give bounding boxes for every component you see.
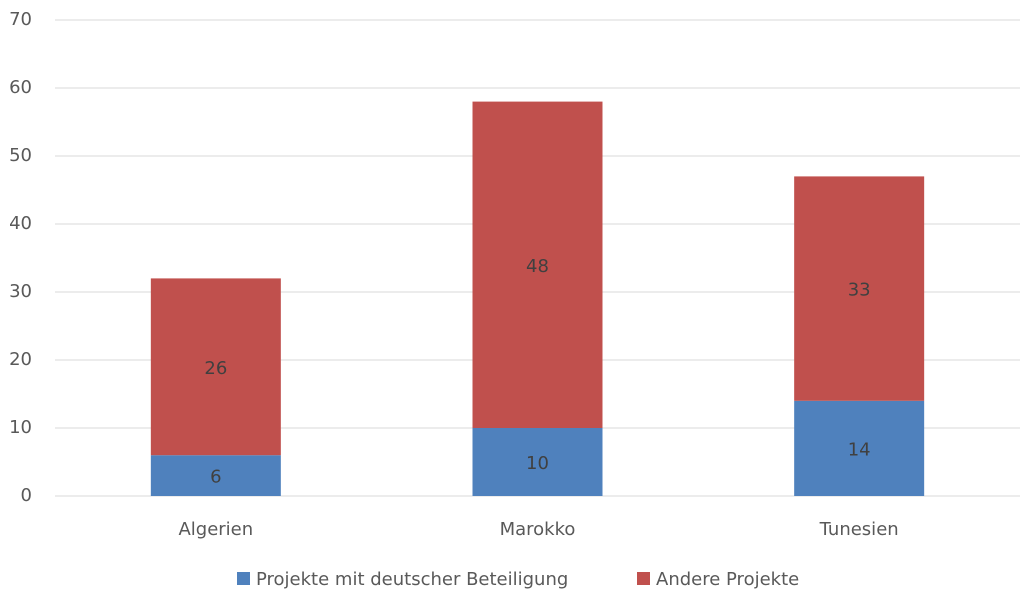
y-tick-label: 70 [9,9,32,30]
bar-segment [472,101,603,428]
bar-segment [794,400,925,496]
bar-segment [472,428,603,496]
bar-segment [794,176,925,401]
data-label: 26 [204,358,227,379]
legend-swatch [637,572,650,585]
bar-segment [150,278,281,456]
data-label: 14 [848,439,871,460]
legend-swatch [237,572,250,585]
y-tick-label: 10 [9,417,32,438]
y-tick-label: 0 [21,485,32,506]
y-tick-label: 30 [9,281,32,302]
legend-label: Projekte mit deutscher Beteiligung [256,569,568,590]
data-label: 10 [526,453,549,474]
y-tick-label: 20 [9,349,32,370]
y-tick-label: 60 [9,77,32,98]
data-label: 33 [848,280,871,301]
data-label: 6 [210,467,221,488]
x-tick-label: Tunesien [819,519,899,540]
data-label: 48 [526,256,549,277]
legend-label: Andere Projekte [656,569,799,590]
y-tick-label: 50 [9,145,32,166]
x-tick-label: Marokko [500,519,576,540]
y-tick-label: 40 [9,213,32,234]
x-tick-label: Algerien [178,519,253,540]
bar-segment [150,455,281,496]
